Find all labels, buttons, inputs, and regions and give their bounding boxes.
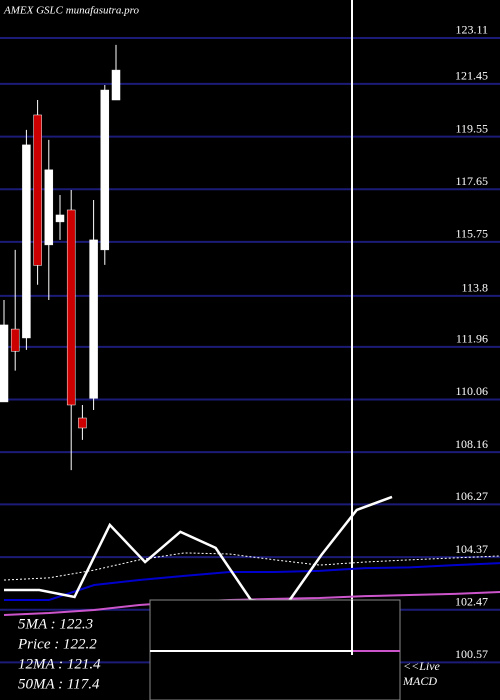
candle-body: [22, 144, 31, 339]
y-tick-label: 110.06: [455, 384, 488, 398]
info-text: 5MA : 122.3: [18, 616, 93, 632]
candle-body: [78, 417, 87, 429]
y-tick-label: 119.55: [455, 121, 488, 135]
ma-line: [4, 495, 393, 607]
info-text: Price : 122.2: [17, 636, 97, 652]
macd-label: <<Live: [403, 659, 441, 673]
candle-body: [66, 209, 76, 406]
y-tick-label: 115.75: [455, 227, 488, 241]
candle-body: [100, 89, 110, 251]
y-tick-label: 104.37: [455, 542, 488, 556]
candle-body: [89, 239, 98, 399]
ma-line: [3, 552, 500, 581]
info-text: 50MA : 117.4: [18, 676, 100, 692]
y-tick-label: 106.27: [455, 489, 488, 503]
candle-body: [44, 169, 54, 246]
candle-body: [33, 114, 42, 266]
candle-body: [55, 214, 65, 223]
macd-label: MACD: [402, 674, 437, 688]
info-text: 12MA : 121.4: [18, 656, 101, 672]
chart-title: AMEX GSLC munafasutra.pro: [3, 5, 139, 17]
candle-body: [10, 328, 20, 352]
y-tick-label: 121.45: [455, 69, 488, 83]
y-tick-label: 123.11: [455, 23, 488, 37]
ma-line: [4, 562, 500, 601]
y-tick-label: 111.96: [456, 332, 488, 346]
y-tick-label: 108.16: [455, 437, 488, 451]
y-tick-label: 113.8: [461, 281, 488, 295]
y-tick-label: 102.47: [455, 594, 488, 608]
y-tick-label: 117.65: [455, 174, 488, 188]
candle-body: [111, 69, 121, 101]
info-box: 5MA : 122.3 Price : 122.2 12MA : 121.4 50MA…: [17, 599, 441, 700]
candle-body: [0, 324, 9, 403]
y-tick-label: 100.57: [455, 647, 488, 661]
